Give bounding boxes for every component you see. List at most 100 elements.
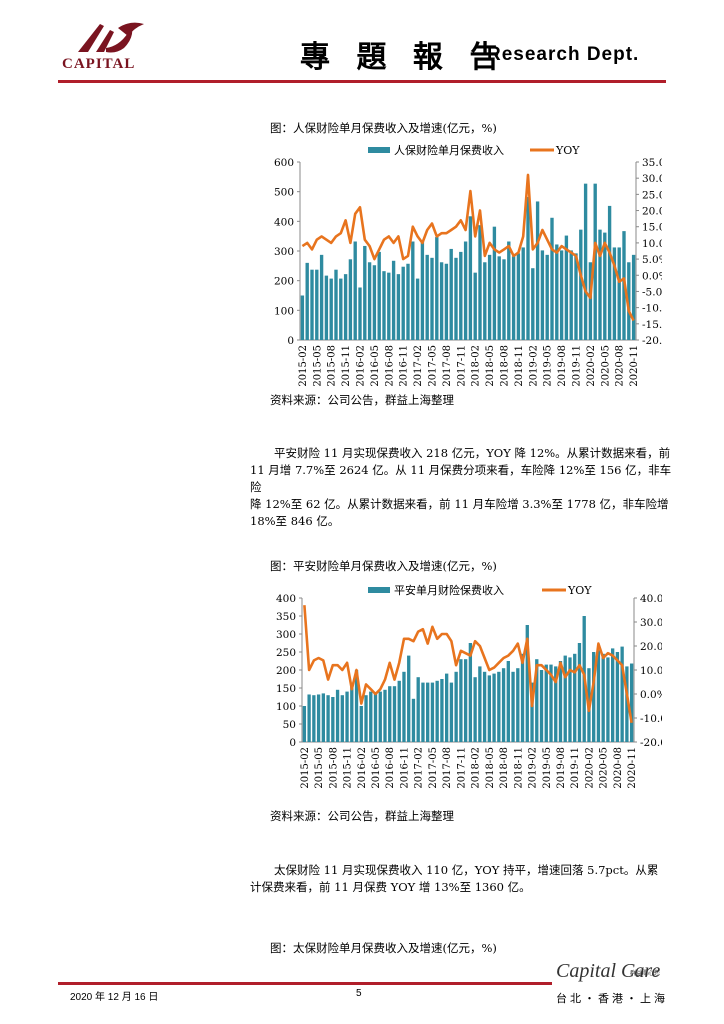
x-tick-label: 2015-05 [314,747,325,789]
paragraph-cpic: 太保财险 11 月实现保费收入 110 亿，YOY 持平，增速回落 5.7pct… [250,862,680,896]
bar [426,682,430,742]
x-tick-label: 2018-11 [514,345,525,387]
bar [300,295,305,340]
x-tick-label: 2020-08 [613,747,624,789]
bar [516,668,520,742]
bar [579,229,583,340]
footer-rule [58,982,552,985]
legend-bar-label: 人保财险单月保费收入 [394,143,504,157]
bar [555,244,559,340]
left-tick-label: 150 [276,683,296,695]
bar [625,666,629,742]
x-tick-label: 2020-11 [627,747,638,789]
x-tick-label: 2017-08 [442,345,453,387]
bar [416,677,420,742]
x-tick-label: 2016-02 [357,747,368,789]
right-tick-label: 10.0% [640,665,662,677]
bar [307,694,311,742]
bar [396,274,401,340]
bar [392,686,397,742]
bar [411,241,415,340]
right-tick-label: 30.0% [642,173,662,185]
x-tick-label: 2015-11 [343,747,354,789]
bar [411,698,416,742]
x-tick-label: 2016-02 [356,345,367,387]
bar [382,271,386,340]
x-tick-label: 2020-11 [629,345,640,387]
x-tick-label: 2019-02 [528,747,539,789]
bar [391,260,396,340]
right-tick-label: 35.0% [642,157,662,169]
bar [463,241,468,340]
bar [340,695,344,742]
right-tick-label: 5.0% [642,254,662,266]
bar [449,682,454,742]
bar [329,278,333,340]
bar [348,259,353,340]
right-tick-label: 40.0% [640,593,662,605]
bar [497,671,501,742]
x-tick-label: 2016-08 [384,345,395,387]
right-tick-label: 20.0% [640,641,662,653]
bar [354,670,359,742]
bar [406,263,410,340]
bar [577,643,582,742]
bar [425,254,429,340]
left-tick-label: 0 [287,335,294,347]
x-tick-label: 2015-08 [327,345,338,387]
bar [588,262,593,340]
x-tick-label: 2018-05 [485,345,496,387]
bar [397,680,401,742]
x-tick-label: 2019-05 [542,747,553,789]
bar [520,653,525,742]
page-subtitle: Research Dept. [487,44,640,65]
left-tick-label: 0 [289,737,296,749]
x-tick-label: 2018-02 [471,345,482,387]
right-tick-label: 0.0% [642,270,662,282]
left-tick-label: 200 [276,665,296,677]
footer-date: 2020 年 12 月 16 日 [70,992,159,1003]
page-title: 專 題 報 告 [300,40,508,75]
x-tick-label: 2020-05 [599,747,610,789]
bar [506,661,510,742]
right-tick-label: -20.0% [640,737,662,749]
bar [620,646,624,742]
bar [558,661,563,742]
x-tick-label: 2016-11 [399,747,410,789]
left-tick-label: 100 [276,701,296,713]
figure2-source: 资料来源：公司公告，群益上海整理 [270,809,454,823]
x-tick-label: 2015-02 [300,747,311,789]
bar [492,673,496,742]
x-tick-label: 2019-08 [556,747,567,789]
right-tick-label: 0.0% [640,689,662,701]
bar [345,691,349,742]
x-tick-label: 2017-11 [456,747,467,789]
paragraph-line: 太保财险 11 月实现保费收入 110 亿，YOY 持平，增速回落 5.7pct… [274,863,659,877]
right-tick-label: -10.0% [642,303,662,315]
bar [378,691,382,742]
x-tick-label: 2020-08 [615,345,626,387]
x-tick-label: 2019-11 [572,345,583,387]
logo-text: CAPITAL [62,56,136,72]
x-tick-label: 2018-02 [471,747,482,789]
bar [359,706,363,742]
bar [331,697,335,742]
bar [617,247,621,340]
bar [454,671,458,742]
bar [444,673,449,742]
figure2-chart: 0 50 100 150 200 250 300 350 400 40.0% 30.0% 20.0% 1… [276,583,662,789]
left-tick-label: 100 [274,305,294,317]
bar [606,657,610,742]
left-tick-label: 200 [274,276,294,288]
x-tick-label: 2019-05 [543,345,554,387]
bar [402,671,406,742]
bar [387,272,391,340]
bar [487,675,492,742]
bar [363,245,367,340]
header-rule [58,80,666,83]
bar [324,275,329,340]
bar [350,684,354,742]
legend-line-label: YOY [555,144,580,157]
bar [530,682,534,742]
right-tick-label: -5.0% [642,286,662,298]
